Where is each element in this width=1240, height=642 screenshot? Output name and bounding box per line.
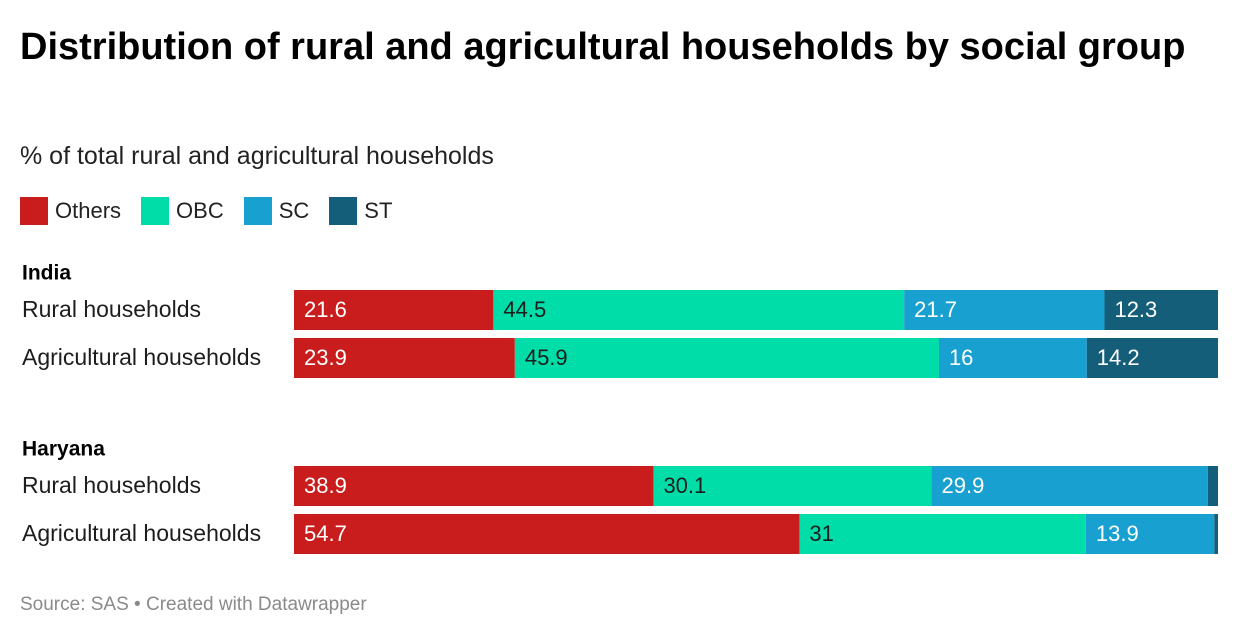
bar-segment-india-rural-households-others (294, 290, 494, 330)
value-label-haryana-agricultural-households-sc: 13.9 (1096, 521, 1139, 546)
row-label-india-rural-households: Rural households (22, 296, 201, 322)
value-label-india-agricultural-households-obc: 45.9 (525, 345, 568, 370)
bar-segment-haryana-rural-households-others (294, 466, 654, 506)
chart-subtitle: % of total rural and agricultural househ… (20, 142, 494, 170)
legend-label-others: Others (55, 198, 122, 223)
bar-segment-haryana-rural-households-sc (931, 466, 1208, 506)
value-label-haryana-agricultural-households-obc: 31 (809, 521, 833, 546)
value-label-haryana-agricultural-households-others: 54.7 (304, 521, 347, 546)
legend-item-sc: SC (243, 197, 310, 225)
legend: Others OBC SC ST (20, 196, 412, 226)
bar-segment-india-agricultural-households-sc (938, 338, 1087, 378)
legend-label-st: ST (364, 198, 393, 223)
bar-segment-india-agricultural-households-obc (514, 338, 939, 378)
bar-segment-india-agricultural-households-st (1086, 338, 1218, 378)
legend-swatch-sc (243, 197, 272, 225)
chart-title: Distribution of rural and agricultural h… (20, 26, 1186, 68)
value-label-india-rural-households-others: 21.6 (304, 297, 347, 322)
value-label-india-agricultural-households-st: 14.2 (1097, 345, 1140, 370)
value-label-india-agricultural-households-sc: 16 (949, 345, 973, 370)
row-label-india-agricultural-households: Agricultural households (22, 344, 261, 370)
bar-segment-india-agricultural-households-others (294, 338, 515, 378)
bar-segment-india-rural-households-obc (493, 290, 905, 330)
bar-segment-india-rural-households-st (1104, 290, 1218, 330)
bar-segment-haryana-rural-households-obc (653, 466, 932, 506)
legend-swatch-others (20, 197, 48, 225)
row-label-haryana-agricultural-households: Agricultural households (22, 520, 261, 546)
bar-segment-haryana-rural-households-st (1207, 466, 1218, 506)
value-label-india-rural-households-st: 12.3 (1114, 297, 1157, 322)
group-label-haryana: Haryana (22, 438, 105, 461)
legend-label-sc: SC (278, 198, 310, 223)
value-label-india-rural-households-obc: 44.5 (503, 297, 546, 322)
value-label-haryana-rural-households-obc: 30.1 (663, 473, 706, 498)
value-label-india-agricultural-households-others: 23.9 (304, 345, 347, 370)
value-label-haryana-rural-households-sc: 29.9 (942, 473, 985, 498)
bar-segment-haryana-agricultural-households-st (1214, 514, 1218, 554)
legend-item-obc: OBC (141, 197, 224, 225)
bar-segment-haryana-agricultural-households-sc (1085, 514, 1215, 554)
value-label-india-rural-households-sc: 21.7 (914, 297, 957, 322)
legend-swatch-st (329, 197, 358, 225)
legend-item-others: Others (20, 197, 121, 225)
bar-segment-haryana-agricultural-households-others (294, 514, 800, 554)
bar-segment-india-rural-households-sc (904, 290, 1105, 330)
row-label-haryana-rural-households: Rural households (22, 472, 201, 498)
group-label-india: India (22, 262, 71, 285)
legend-swatch-obc (141, 197, 170, 225)
legend-item-st: ST (329, 197, 392, 225)
bar-segment-haryana-agricultural-households-obc (799, 514, 1086, 554)
value-label-haryana-rural-households-others: 38.9 (304, 473, 347, 498)
source-footer: Source: SAS • Created with Datawrapper (20, 594, 367, 615)
legend-label-obc: OBC (176, 198, 224, 223)
